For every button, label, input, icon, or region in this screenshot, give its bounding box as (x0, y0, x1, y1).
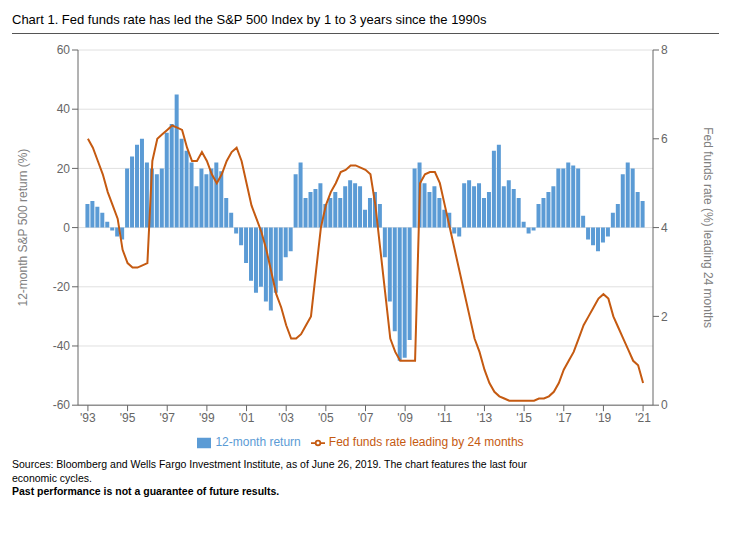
html-text:Chart 1. Fed funds rate has le: Chart 1. Fed funds rate has led the S&P … (12, 12, 487, 27)
svg-text:2: 2 (661, 310, 668, 324)
svg-text:4: 4 (661, 221, 668, 235)
svg-text:-20: -20 (53, 280, 71, 294)
svg-text:8: 8 (661, 43, 668, 57)
html-text:Sources: Bloomberg and Wells F: Sources: Bloomberg and Wells Fargo Inves… (12, 458, 527, 484)
svg-text:60: 60 (57, 43, 71, 57)
svg-text:Fed funds rate (%) leading 24: Fed funds rate (%) leading 24 months (701, 127, 715, 328)
svg-text:'13: '13 (477, 411, 493, 425)
svg-text:'01: '01 (239, 411, 255, 425)
svg-text:'09: '09 (397, 411, 413, 425)
svg-text:'05: '05 (318, 411, 334, 425)
html-text:Past performance is not a guar: Past performance is not a guarantee of f… (12, 485, 280, 498)
svg-text:'07: '07 (358, 411, 374, 425)
svg-text:0: 0 (63, 221, 70, 235)
svg-text:'97: '97 (159, 411, 175, 425)
svg-text:'21: '21 (635, 411, 651, 425)
svg-text:6: 6 (661, 132, 668, 146)
svg-text:'19: '19 (596, 411, 612, 425)
svg-text:'93: '93 (80, 411, 96, 425)
svg-text:'11: '11 (437, 411, 452, 425)
svg-text:'15: '15 (516, 411, 532, 425)
svg-text:'17: '17 (556, 411, 572, 425)
svg-text:20: 20 (57, 162, 71, 176)
svg-text:'99: '99 (199, 411, 215, 425)
svg-text:0: 0 (661, 398, 668, 412)
html-text:12-month return: 12-month return (215, 435, 301, 450)
svg-text:-40: -40 (53, 339, 71, 353)
svg-text:12-month S&P 500 return (%): 12-month S&P 500 return (%) (16, 149, 30, 307)
html-text:Fed funds rate leading by 24 m: Fed funds rate leading by 24 months (328, 435, 524, 450)
svg-text:40: 40 (57, 102, 71, 116)
svg-text:'95: '95 (120, 411, 136, 425)
svg-text:-60: -60 (53, 398, 71, 412)
svg-text:'03: '03 (278, 411, 294, 425)
